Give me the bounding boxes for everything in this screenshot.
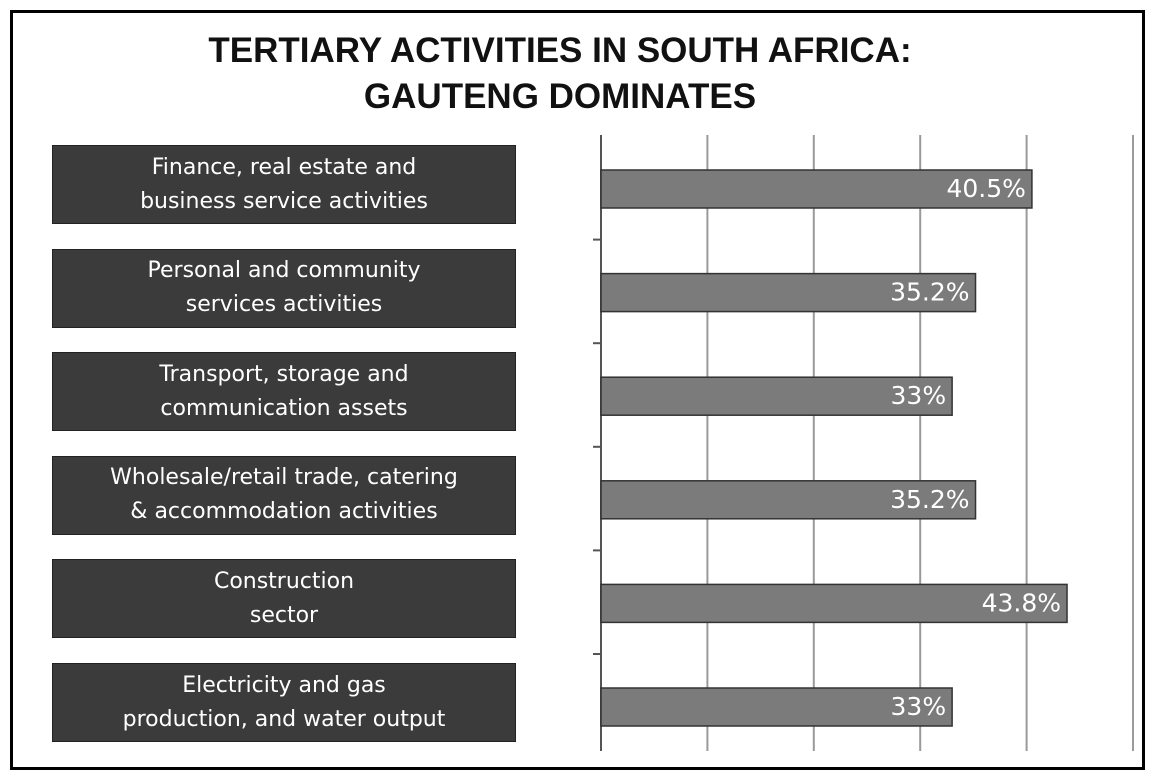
category-label: Construction sector xyxy=(52,559,516,639)
category-label: Wholesale/retail trade, catering & accom… xyxy=(52,455,516,535)
bar xyxy=(600,169,1033,209)
chart-title: TERTIARY ACTIVITIES IN SOUTH AFRICA: GAU… xyxy=(208,31,912,116)
value-label: 33% xyxy=(891,692,947,721)
bar xyxy=(600,687,953,727)
value-label: 33% xyxy=(891,381,947,410)
value-label: 43.8% xyxy=(982,588,1061,617)
bar xyxy=(600,376,953,416)
category-label: Electricity and gas production, and wate… xyxy=(52,663,516,742)
value-label: 35.2% xyxy=(890,485,969,514)
value-label: 40.5% xyxy=(946,174,1025,203)
bar xyxy=(600,272,977,313)
category-label: Personal and community services activiti… xyxy=(52,248,516,328)
page: TERTIARY ACTIVITIES IN SOUTH AFRICA: GAU… xyxy=(10,10,1145,770)
category-label: Finance, real estate and business servic… xyxy=(52,145,516,224)
category-label: Transport, storage and communication ass… xyxy=(52,352,516,432)
bar xyxy=(600,583,1068,624)
value-label: 35.2% xyxy=(890,278,969,307)
chart: 40.5% 35.2% 33% 35.2% 43.8% 33% xyxy=(593,135,1134,751)
bar xyxy=(600,480,977,520)
